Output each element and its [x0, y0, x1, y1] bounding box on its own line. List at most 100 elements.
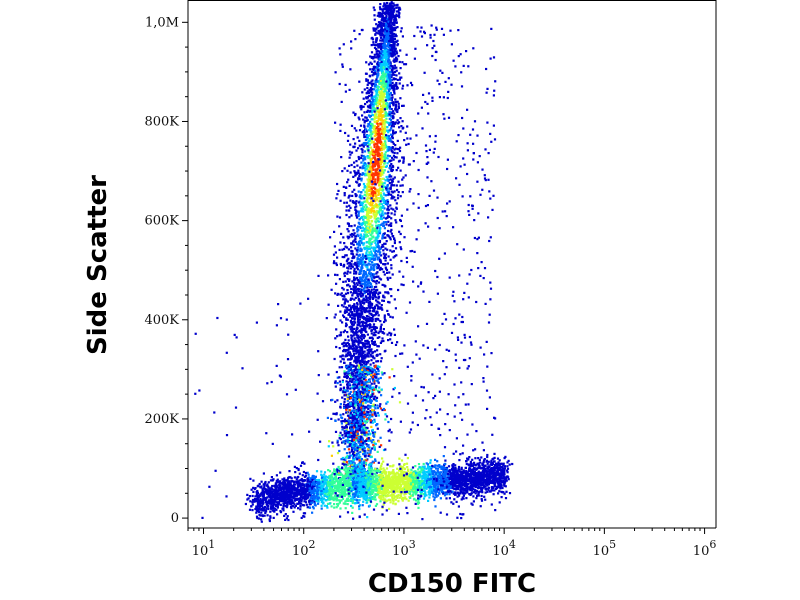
- event-dot: [363, 206, 366, 209]
- event-dot: [357, 178, 360, 181]
- event-dot: [370, 332, 373, 335]
- event-dot: [362, 270, 365, 273]
- event-dot: [342, 314, 345, 317]
- event-dot: [364, 376, 367, 379]
- event-dot: [370, 237, 373, 240]
- event-dot: [356, 268, 359, 271]
- event-dot: [354, 240, 357, 243]
- event-dot: [356, 315, 359, 318]
- event-dot: [336, 382, 339, 385]
- event-dot: [373, 305, 376, 308]
- event-dot: [379, 8, 382, 11]
- event-dot: [371, 190, 374, 193]
- event-dot: [390, 295, 393, 298]
- event-dot: [357, 242, 360, 245]
- event-dot: [393, 77, 396, 81]
- event-dot: [363, 200, 366, 203]
- event-dot: [386, 61, 389, 65]
- event-dot: [385, 14, 388, 17]
- event-dot: [361, 343, 364, 346]
- event-dot: [346, 419, 349, 423]
- event-dot: [363, 420, 366, 423]
- event-dot: [382, 249, 385, 252]
- event-dot: [390, 264, 393, 267]
- event-dot: [370, 139, 374, 142]
- event-dot: [361, 282, 364, 285]
- event-dot: [343, 294, 346, 297]
- event-dot: [368, 312, 371, 315]
- event-dot: [363, 393, 366, 396]
- event-dot: [361, 422, 364, 425]
- event-dot: [356, 258, 359, 261]
- event-dot: [346, 235, 349, 238]
- event-dot: [376, 365, 379, 368]
- event-dot: [358, 258, 361, 261]
- event-dot: [357, 210, 360, 213]
- event-dot: [361, 151, 364, 154]
- event-dot: [373, 295, 377, 298]
- event-dot: [384, 141, 387, 144]
- event-dot: [371, 320, 374, 323]
- event-dot: [354, 296, 357, 299]
- event-dot: [369, 68, 372, 71]
- event-dot: [354, 263, 357, 266]
- event-dot: [373, 239, 376, 242]
- event-dot: [358, 177, 361, 180]
- event-dot: [355, 311, 358, 314]
- event-dot: [394, 33, 397, 36]
- event-dot: [392, 388, 395, 391]
- event-dot: [372, 82, 375, 85]
- event-dot: [385, 57, 388, 61]
- event-dot: [385, 107, 388, 110]
- event-dot: [380, 195, 383, 198]
- event-dot: [350, 372, 353, 375]
- event-dot: [373, 217, 376, 220]
- event-dot: [389, 2, 392, 5]
- event-dot: [391, 44, 394, 47]
- event-dot: [391, 50, 394, 53]
- event-dot: [369, 90, 372, 93]
- event-dot: [382, 148, 385, 151]
- event-dot: [366, 228, 369, 231]
- event-dot: [366, 86, 369, 90]
- event-dot: [367, 439, 370, 442]
- event-dot: [360, 222, 363, 225]
- event-dot: [377, 11, 381, 14]
- event-dot: [375, 195, 378, 198]
- event-dot: [344, 442, 347, 445]
- event-dot: [363, 248, 366, 251]
- event-dot: [386, 145, 389, 149]
- event-dot: [370, 467, 373, 470]
- event-dot: [395, 52, 399, 55]
- event-dot: [364, 345, 367, 348]
- event-dot: [365, 309, 368, 312]
- event-dot: [353, 272, 356, 275]
- event-dot: [367, 416, 370, 419]
- event-dot: [376, 61, 379, 64]
- event-dot: [396, 119, 399, 122]
- event-dot: [369, 171, 372, 174]
- event-dot: [368, 346, 371, 349]
- event-dot: [371, 183, 374, 186]
- event-dot: [372, 439, 375, 442]
- event-dot: [359, 291, 362, 294]
- event-dot: [351, 194, 354, 197]
- event-dot: [348, 445, 351, 448]
- event-dot: [375, 44, 378, 47]
- event-dot: [358, 324, 361, 327]
- event-dot: [357, 158, 361, 161]
- event-dot: [363, 227, 366, 230]
- event-dot: [381, 115, 384, 118]
- event-dot: [385, 117, 388, 120]
- event-dot: [368, 309, 371, 312]
- event-dot: [382, 127, 385, 130]
- event-dot: [382, 115, 385, 118]
- event-dot: [374, 69, 377, 72]
- event-dot: [341, 354, 344, 357]
- event-dot: [380, 217, 383, 220]
- event-dot: [366, 289, 369, 292]
- event-dot: [368, 155, 371, 158]
- event-dot: [374, 130, 377, 133]
- event-dot: [387, 420, 390, 424]
- event-dot: [357, 394, 360, 397]
